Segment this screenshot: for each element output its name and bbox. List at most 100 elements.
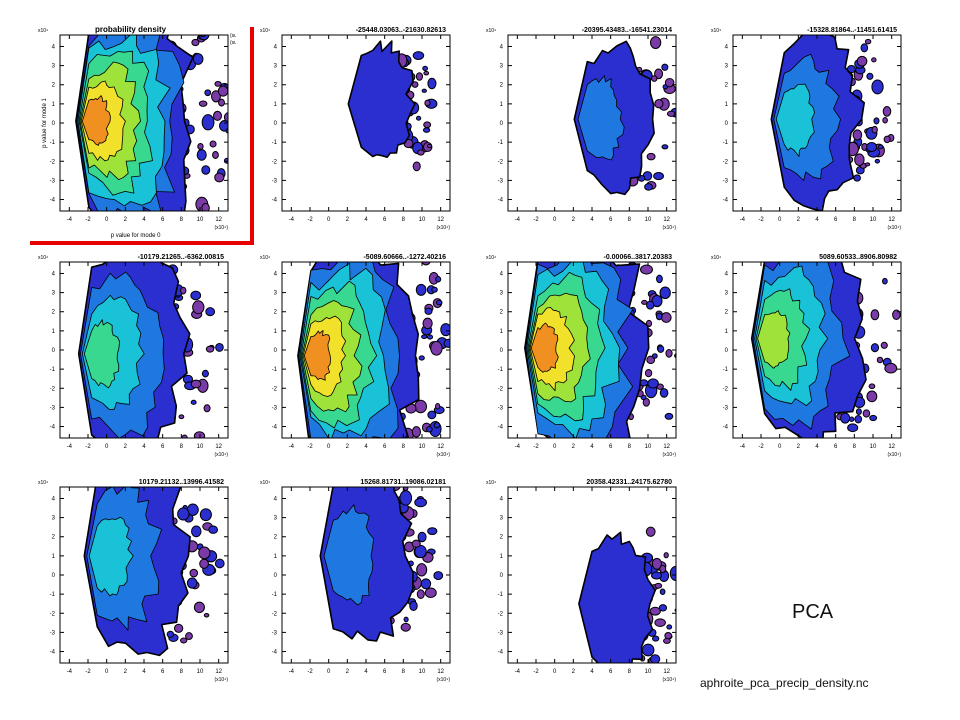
y-tick-label: 0 — [500, 573, 504, 579]
y-tick-label: 2 — [500, 83, 504, 89]
x-tick-label: -4 — [67, 217, 73, 223]
density-panel-2: -4 -2 0 2 4 6 8 10 12 -4 -3 -2 -1 0 1 2 3 4 x10⁴ (x10⁴) -203… — [482, 23, 684, 247]
x-tick-label: -2 — [533, 669, 539, 675]
x-tick-label: 8 — [402, 444, 406, 450]
density-panel-3: -4 -2 0 2 4 6 8 10 12 -4 -3 -2 -1 0 1 2 3 4 x10⁴ (x10⁴) -153… — [707, 23, 909, 247]
x-tick-label: 2 — [797, 444, 801, 450]
y-tick-label: -1 — [498, 592, 504, 598]
y-tick-label: -2 — [272, 159, 278, 165]
x-tick-label: 2 — [572, 669, 576, 675]
x-tick-label: 0 — [553, 444, 557, 450]
y-tick-label: 0 — [52, 573, 56, 579]
x-tick-label: 12 — [215, 444, 222, 450]
x-tick-label: 8 — [628, 669, 632, 675]
x-tick-label: 12 — [663, 444, 670, 450]
y-tick-label: 4 — [52, 44, 56, 50]
density-field — [77, 262, 224, 438]
y-tick-label: 2 — [274, 535, 278, 541]
y-tick-label: 4 — [500, 496, 504, 502]
x-tick-label: 12 — [888, 444, 895, 450]
y-tick-label: 1 — [274, 329, 278, 335]
x-multiplier: (x10⁴) — [887, 225, 901, 231]
pca-label: PCA — [792, 601, 834, 623]
x-multiplier: (x10⁴) — [662, 677, 676, 683]
y-multiplier: x10⁴ — [486, 28, 496, 34]
x-tick-label: 8 — [853, 444, 857, 450]
y-tick-label: 2 — [274, 310, 278, 316]
y-tick-label: 1 — [52, 329, 56, 335]
x-multiplier: (x10⁴) — [662, 225, 676, 231]
x-tick-label: 10 — [197, 444, 204, 450]
y-tick-label: -2 — [272, 386, 278, 392]
y-tick-label: 1 — [725, 329, 729, 335]
x-tick-label: 6 — [161, 444, 165, 450]
y-tick-label: 0 — [725, 348, 729, 354]
x-tick-label: 6 — [609, 669, 613, 675]
y-tick-label: 3 — [52, 291, 56, 297]
x-tick-label: 4 — [364, 444, 368, 450]
y-tick-label: 4 — [52, 271, 56, 277]
x-multiplier: (x10⁴) — [436, 225, 450, 231]
x-tick-label: 4 — [364, 217, 368, 223]
y-tick-label: -3 — [50, 405, 56, 411]
y-tick-label: -2 — [723, 386, 729, 392]
y-tick-label: -3 — [50, 178, 56, 184]
density-panel-4: -4 -2 0 2 4 6 8 10 12 -4 -3 -2 -1 0 1 2 3 4 x10⁴ (x10⁴) -101… — [34, 250, 236, 474]
x-tick-label: 6 — [383, 444, 387, 450]
y-tick-label: -1 — [723, 367, 729, 373]
density-panel-9: -4 -2 0 2 4 6 8 10 12 -4 -3 -2 -1 0 1 2 3 4 x10⁴ (x10⁴) 1526… — [256, 475, 458, 699]
y-multiplier: x10⁴ — [486, 255, 496, 261]
panel-title: -5089.60666..-1272.40216 — [363, 254, 446, 261]
x-tick-label: -4 — [289, 217, 295, 223]
y-tick-label: -4 — [723, 198, 729, 204]
panel-title: 20358.42331..24175.62780 — [586, 479, 672, 486]
y-tick-label: -1 — [723, 140, 729, 146]
x-tick-label: 10 — [419, 217, 426, 223]
y-tick-label: 3 — [274, 64, 278, 70]
y-tick-label: 0 — [500, 348, 504, 354]
y-tick-label: 2 — [52, 310, 56, 316]
x-tick-label: 8 — [180, 217, 184, 223]
y-multiplier: x10⁴ — [260, 255, 270, 261]
y-multiplier: x10⁴ — [38, 28, 48, 34]
density-panel-8: -4 -2 0 2 4 6 8 10 12 -4 -3 -2 -1 0 1 2 3 4 x10⁴ (x10⁴) 1017… — [34, 475, 236, 699]
y-tick-label: 4 — [274, 44, 278, 50]
density-field — [319, 487, 444, 642]
y-tick-label: 1 — [725, 102, 729, 108]
y-tick-label: -2 — [723, 159, 729, 165]
panel-title: 10179.21132..13996.41582 — [139, 479, 224, 486]
highlight-border-horizontal — [30, 241, 254, 245]
x-tick-label: 2 — [797, 217, 801, 223]
x-tick-label: -2 — [85, 444, 91, 450]
y-tick-label: -4 — [723, 425, 729, 431]
y-tick-label: 1 — [500, 554, 504, 560]
y-tick-label: -2 — [498, 386, 504, 392]
x-tick-label: 0 — [553, 669, 557, 675]
x-tick-label: -2 — [758, 217, 764, 223]
y-multiplier: x10⁴ — [38, 480, 48, 486]
x-tick-label: -2 — [533, 444, 539, 450]
y-tick-label: -3 — [498, 630, 504, 636]
y-tick-label: -3 — [50, 630, 56, 636]
x-tick-label: 8 — [402, 669, 406, 675]
density-panel-6: -4 -2 0 2 4 6 8 10 12 -4 -3 -2 -1 0 1 2 3 4 x10⁴ (x10⁴) -0.0… — [482, 250, 684, 474]
density-panel-10: -4 -2 0 2 4 6 8 10 12 -4 -3 -2 -1 0 1 2 3 4 x10⁴ (x10⁴) 2035… — [482, 475, 684, 699]
x-tick-label: -4 — [740, 444, 746, 450]
x-tick-label: 0 — [778, 444, 782, 450]
y-tick-label: 4 — [725, 44, 729, 50]
y-multiplier: x10⁴ — [711, 255, 721, 261]
y-tick-label: -1 — [272, 367, 278, 373]
highlight-border-vertical — [250, 27, 254, 245]
y-tick-label: 3 — [500, 291, 504, 297]
panel-title: 5089.60533..8906.80982 — [819, 254, 897, 261]
density-field — [578, 526, 676, 663]
x-multiplier: (x10⁴) — [662, 452, 676, 458]
x-tick-label: -4 — [67, 444, 73, 450]
x-tick-label: 12 — [437, 444, 444, 450]
y-tick-label: 2 — [274, 83, 278, 89]
x-tick-label: 6 — [834, 217, 838, 223]
x-tick-label: 0 — [105, 444, 109, 450]
x-tick-label: 12 — [437, 217, 444, 223]
y-multiplier: x10⁴ — [260, 480, 270, 486]
y-tick-label: -4 — [498, 198, 504, 204]
